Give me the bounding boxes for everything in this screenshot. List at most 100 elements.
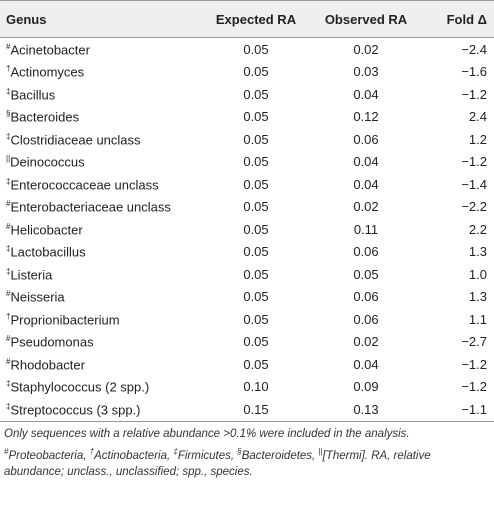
- genus-name: Proprionibacterium: [10, 311, 120, 327]
- taxon-mark: #: [6, 199, 11, 209]
- legend-text: [Thermi].: [322, 449, 368, 462]
- genus-cell: ||Deinococcus: [0, 151, 206, 174]
- header-cell: Fold Δ: [446, 11, 487, 27]
- expected-ra: 0.05: [243, 176, 269, 192]
- taxon-mark: #: [6, 221, 11, 231]
- table-row: ‡Streptococcus (3 spp.) 0.15 0.13 −1.1: [0, 398, 494, 421]
- genus-name: Clostridiaceae unclass: [10, 131, 141, 147]
- fold-change: −2.7: [461, 334, 487, 350]
- genus-name: Neisseria: [10, 289, 65, 305]
- legend-text: Firmicutes,: [177, 449, 235, 462]
- observed-ra: 0.06: [353, 311, 379, 327]
- expected-ra: 0.05: [243, 131, 269, 147]
- table-row: †Proprionibacterium 0.05 0.06 1.1: [0, 308, 494, 331]
- observed-ra: 0.04: [353, 176, 379, 192]
- taxon-mark: #: [6, 289, 11, 299]
- genus-name: Actinomyces: [10, 64, 85, 80]
- header-cell: Expected RA: [215, 11, 297, 27]
- genus-name: Deinococcus: [10, 154, 85, 170]
- observed-ra: 0.06: [353, 131, 379, 147]
- taxon-mark: #: [6, 356, 11, 366]
- table-row: #Neisseria 0.05 0.06 1.3: [0, 286, 494, 309]
- genus-name: Streptococcus (3 spp.): [10, 401, 141, 417]
- observed-ra: 0.06: [353, 244, 379, 260]
- fold-change: −1.1: [461, 401, 487, 417]
- expected-ra: 0.05: [243, 356, 269, 372]
- table-row: ‡Bacillus 0.05 0.04 −1.2: [0, 83, 494, 106]
- observed-ra: 0.04: [353, 86, 379, 102]
- genus-cell: #Helicobacter: [0, 218, 206, 241]
- fold-change: 2.2: [468, 221, 487, 237]
- observed-ra: 0.02: [353, 41, 379, 57]
- expected-ra: 0.05: [243, 334, 269, 350]
- legend-mark: ||: [318, 446, 323, 456]
- genus-name: Rhodobacter: [10, 356, 85, 372]
- observed-ra: 0.04: [353, 356, 379, 372]
- table-row: #Rhodobacter 0.05 0.04 −1.2: [0, 353, 494, 376]
- genus-cell: #Neisseria: [0, 286, 206, 309]
- data-table: Genus Expected RA Observed RA Fold Δ #Ac…: [0, 0, 494, 421]
- expected-ra: 0.05: [243, 266, 269, 282]
- fold-change: 1.2: [468, 131, 487, 147]
- expected-ra: 0.15: [243, 401, 269, 417]
- header-row: Genus Expected RA Observed RA Fold Δ: [0, 0, 494, 38]
- legend-mark: †: [89, 446, 95, 456]
- footnote-note: Only sequences with a relative abundance…: [4, 427, 410, 440]
- genus-name: Listeria: [10, 266, 53, 282]
- expected-ra: 0.05: [243, 221, 269, 237]
- table-row: ‡Staphylococcus (2 spp.) 0.10 0.09 −1.2: [0, 376, 494, 399]
- taxon-mark: #: [6, 41, 11, 51]
- legend-mark: ‡: [173, 446, 178, 456]
- expected-ra: 0.05: [243, 199, 269, 215]
- fold-change: −1.4: [461, 176, 487, 192]
- expected-ra: 0.05: [243, 154, 269, 170]
- genus-cell: ‡Lactobacillus: [0, 241, 206, 264]
- table-row: §Bacteroides 0.05 0.12 2.4: [0, 106, 494, 129]
- genus-name: Enterococcaceae unclass: [10, 176, 159, 192]
- genus-name: Bacillus: [10, 86, 56, 102]
- taxon-mark: ‡: [6, 379, 11, 389]
- genus-cell: #Pseudomonas: [0, 331, 206, 354]
- table-row: †Actinomyces 0.05 0.03 −1.6: [0, 61, 494, 84]
- taxon-mark: ‡: [6, 244, 11, 254]
- taxon-mark: ||: [6, 154, 11, 164]
- observed-ra: 0.05: [353, 266, 379, 282]
- taxon-mark: ‡: [6, 401, 11, 411]
- taxon-mark: ‡: [6, 176, 11, 186]
- legend-text: Proteobacteria,: [8, 449, 87, 462]
- expected-ra: 0.05: [243, 109, 269, 125]
- genus-cell: #Enterobacteriaceae unclass: [0, 196, 206, 219]
- taxon-mark: †: [6, 64, 11, 74]
- table-row: #Helicobacter 0.05 0.11 2.2: [0, 218, 494, 241]
- observed-ra: 0.11: [353, 221, 379, 237]
- table-row: #Pseudomonas 0.05 0.02 −2.7: [0, 331, 494, 354]
- genus-cell: #Rhodobacter: [0, 353, 206, 376]
- footnote: Only sequences with a relative abundance…: [0, 422, 494, 482]
- genus-cell: ‡Enterococcaceae unclass: [0, 173, 206, 196]
- observed-ra: 0.02: [353, 199, 379, 215]
- genus-name: Pseudomonas: [10, 334, 94, 350]
- expected-ra: 0.05: [243, 86, 269, 102]
- genus-cell: #Acinetobacter: [0, 38, 206, 61]
- fold-change: −2.4: [461, 41, 487, 57]
- genus-cell: ‡Streptococcus (3 spp.): [0, 398, 206, 421]
- observed-ra: 0.03: [353, 64, 379, 80]
- fold-change: −1.2: [461, 356, 487, 372]
- genus-name: Staphylococcus (2 spp.): [10, 379, 150, 395]
- genus-cell: †Actinomyces: [0, 61, 206, 84]
- genus-cell: §Bacteroides: [0, 106, 206, 129]
- genus-cell: ‡Staphylococcus (2 spp.): [0, 376, 206, 399]
- header-cell: Genus: [6, 11, 47, 27]
- taxon-mark: #: [6, 334, 11, 344]
- genus-name: Lactobacillus: [10, 244, 86, 260]
- fold-change: 1.3: [468, 289, 487, 305]
- genus-name: Enterobacteriaceae unclass: [10, 199, 171, 215]
- genus-name: Helicobacter: [10, 221, 83, 237]
- table-body: #Acinetobacter 0.05 0.02 −2.4 †Actinomyces 0.…: [0, 38, 494, 421]
- fold-change: 1.3: [468, 244, 487, 260]
- expected-ra: 0.10: [243, 379, 269, 395]
- fold-change: 2.4: [468, 109, 487, 125]
- table-row: ‡Lactobacillus 0.05 0.06 1.3: [0, 241, 494, 264]
- genus-cell: †Proprionibacterium: [0, 308, 206, 331]
- legend-text: Bacteroidetes,: [241, 449, 316, 462]
